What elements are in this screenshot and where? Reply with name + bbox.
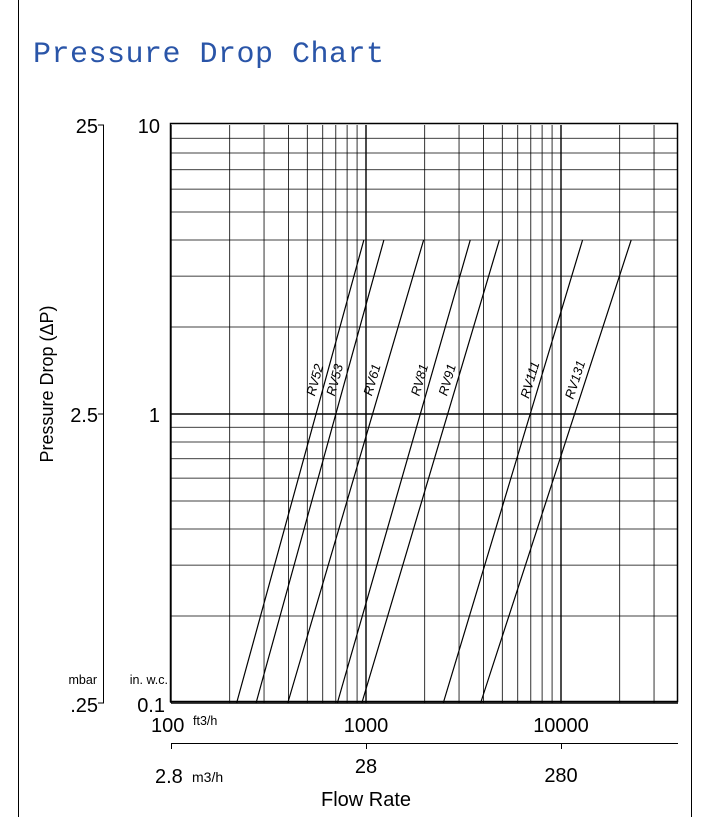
series-label-rv131: RV131: [562, 359, 588, 401]
series-line-rv52: [236, 239, 365, 704]
y-unit-secondary: mbar: [69, 673, 97, 687]
y-tick-label-10: 10: [138, 116, 160, 138]
x-secondary-tick-label-280: 280: [544, 765, 577, 787]
y-secondary-tick-label-2.5: 2.5: [70, 405, 98, 427]
chart-title: Pressure Drop Chart: [33, 38, 385, 72]
series-label-rv61: RV61: [360, 362, 383, 397]
x-unit-secondary: m3/h: [192, 769, 223, 785]
grid: [170, 125, 678, 704]
series-label-rv53: RV53: [323, 362, 346, 398]
series-label-rv111: RV111: [517, 360, 542, 400]
series-lines: [236, 239, 632, 704]
series-line-rv91: [361, 239, 500, 704]
y-unit-primary: in. w.c.: [130, 673, 168, 687]
series-line-rv111: [442, 239, 584, 704]
y-secondary-tick-label-25: 25: [76, 116, 98, 138]
x-secondary-tick-label-28: 28: [355, 756, 377, 778]
y-axis-label: Pressure Drop (ΔP): [37, 305, 57, 462]
x-axis-label: Flow Rate: [321, 789, 411, 811]
x-tick-label-100: 100: [151, 715, 184, 737]
x-unit-primary: ft3/h: [193, 714, 217, 728]
y-secondary-tick-label-.25: .25: [70, 695, 98, 717]
x-secondary-tick-label-2.8: 2.8: [155, 766, 183, 788]
x-tick-label-10000: 10000: [533, 715, 589, 737]
series-label-rv81: RV81: [408, 362, 431, 397]
series-line-rv53: [255, 239, 385, 704]
y-tick-label-0.1: 0.1: [137, 695, 165, 717]
series-line-rv61: [287, 239, 425, 704]
plot-area-frame: [169, 122, 679, 703]
series-line-rv131: [480, 239, 632, 704]
x-tick-label-1000: 1000: [344, 715, 389, 737]
series-label-rv91: RV91: [435, 362, 459, 397]
series-line-rv81: [336, 239, 471, 704]
y-tick-label-1: 1: [149, 405, 160, 427]
